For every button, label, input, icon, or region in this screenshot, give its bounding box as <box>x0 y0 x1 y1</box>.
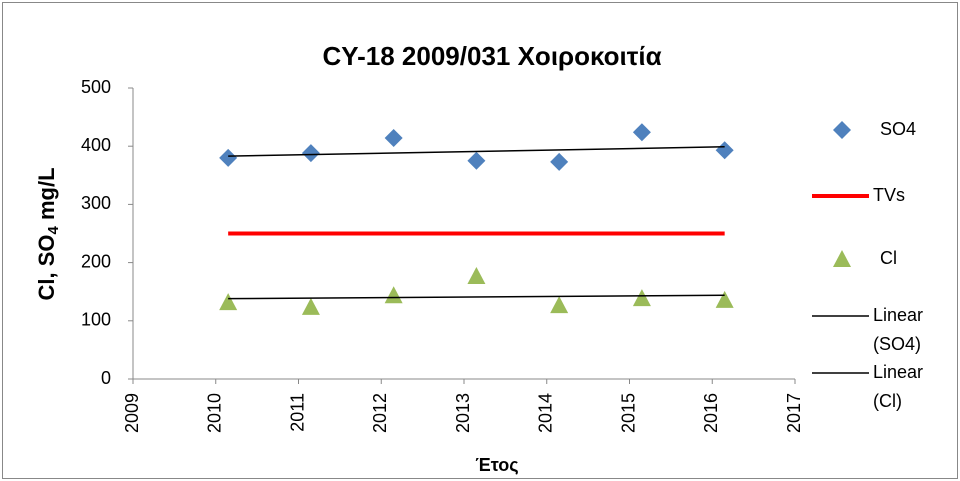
x-tick-label: 2014 <box>536 393 556 433</box>
x-tick-label: 2015 <box>618 393 638 433</box>
x-tick-label: 2011 <box>287 393 307 432</box>
y-label-part: Cl, SO <box>34 235 59 301</box>
data-point <box>632 289 651 307</box>
series-line <box>228 294 725 300</box>
data-point <box>384 129 403 148</box>
data-point <box>550 152 569 171</box>
data-point <box>632 123 651 142</box>
x-tick-label: 2009 <box>122 393 142 433</box>
x-tick-label: 2013 <box>453 393 473 433</box>
x-tick-label: 2016 <box>701 393 721 433</box>
chart-title: CY-18 2009/031 Χοιροκοιτία <box>322 41 661 71</box>
legend-swatch <box>833 250 851 267</box>
data-point <box>550 296 569 314</box>
data-point <box>467 266 486 284</box>
data-point <box>384 286 403 304</box>
data-point <box>715 290 734 308</box>
legend-label: SO4 <box>880 119 917 139</box>
y-axis-label: Cl, SO4 mg/L <box>34 167 62 300</box>
y-label-sub: 4 <box>45 226 62 235</box>
data-point <box>301 144 320 163</box>
y-tick-label: 100 <box>81 310 111 330</box>
data-point <box>301 297 320 315</box>
data-point <box>219 148 238 167</box>
data-point <box>715 141 734 160</box>
legend-label: Linear (Cl) <box>873 362 924 411</box>
y-tick-label: 0 <box>101 368 111 388</box>
x-tick-label: 2017 <box>784 393 804 433</box>
data-point <box>219 293 238 311</box>
legend-label: TVs <box>873 185 906 205</box>
legend-swatch <box>833 121 851 139</box>
y-tick-label: 500 <box>81 77 111 97</box>
series-line <box>228 146 725 157</box>
x-axis-label: Έτος <box>475 455 518 475</box>
legend-label: Linear (SO4) <box>873 305 924 354</box>
y-tick-label: 200 <box>81 251 111 271</box>
x-tick-label: 2012 <box>370 393 390 433</box>
legend-label: Cl <box>880 248 897 268</box>
y-label-part: mg/L <box>34 167 59 226</box>
y-tick-label: 300 <box>81 193 111 213</box>
x-tick-label: 2010 <box>205 393 225 433</box>
data-point <box>467 151 486 170</box>
y-tick-label: 400 <box>81 135 111 155</box>
